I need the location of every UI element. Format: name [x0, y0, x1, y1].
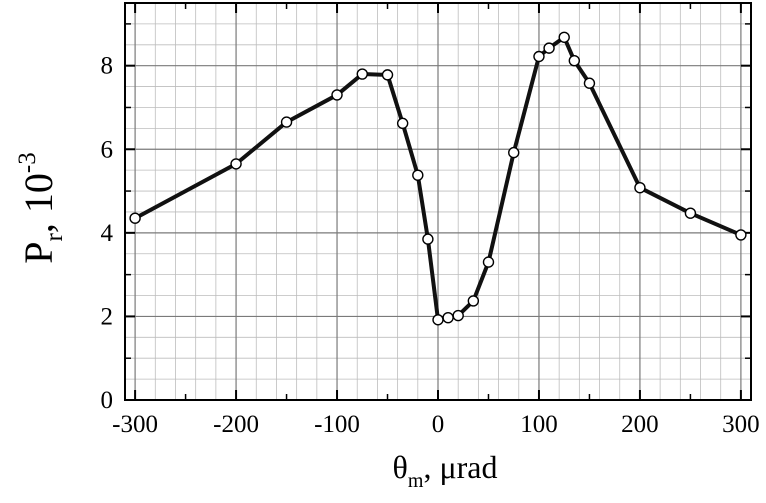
data-point — [568, 54, 581, 67]
x-tick-label: 300 — [722, 411, 760, 438]
data-point — [684, 207, 697, 219]
data-point — [381, 69, 394, 81]
y-axis-title: Pr, 10-3 — [14, 152, 68, 263]
y-tick-label: 2 — [101, 303, 114, 330]
data-point — [331, 89, 343, 101]
data-markers — [129, 31, 747, 326]
data-point — [558, 31, 570, 43]
axis-ticks — [125, 3, 751, 401]
y-tick-label: 8 — [101, 53, 114, 80]
x-tick-label: -300 — [112, 411, 158, 438]
x-tick-label: 100 — [520, 411, 558, 438]
data-point — [508, 146, 520, 159]
data-point — [129, 212, 141, 224]
data-point — [396, 117, 409, 130]
y-tick-labels: 0 2 4 6 8 — [101, 53, 114, 414]
y-tick-label: 0 — [101, 387, 114, 414]
y-tick-label: 4 — [101, 220, 114, 247]
data-point — [230, 158, 242, 170]
major-grid — [125, 3, 751, 400]
data-point — [634, 182, 646, 194]
data-point — [533, 50, 545, 63]
x-tick-label: -100 — [314, 411, 360, 438]
data-point — [432, 314, 444, 326]
data-point — [280, 116, 293, 128]
data-point — [422, 233, 434, 245]
data-point — [735, 229, 747, 241]
y-tick-label: 6 — [101, 136, 114, 163]
data-point — [543, 42, 555, 54]
data-point — [467, 295, 480, 307]
data-point — [356, 68, 368, 80]
x-axis-title: θm, μrad — [393, 449, 498, 492]
data-point — [442, 311, 454, 324]
data-point — [412, 169, 424, 181]
x-tick-labels: -300 -200 -100 0 100 200 300 — [112, 411, 759, 438]
data-point — [482, 256, 495, 268]
x-tick-label: -200 — [213, 411, 259, 438]
data-point — [452, 309, 464, 322]
data-point — [583, 77, 596, 89]
x-tick-label: 0 — [432, 411, 445, 438]
x-tick-label: 200 — [621, 411, 659, 438]
